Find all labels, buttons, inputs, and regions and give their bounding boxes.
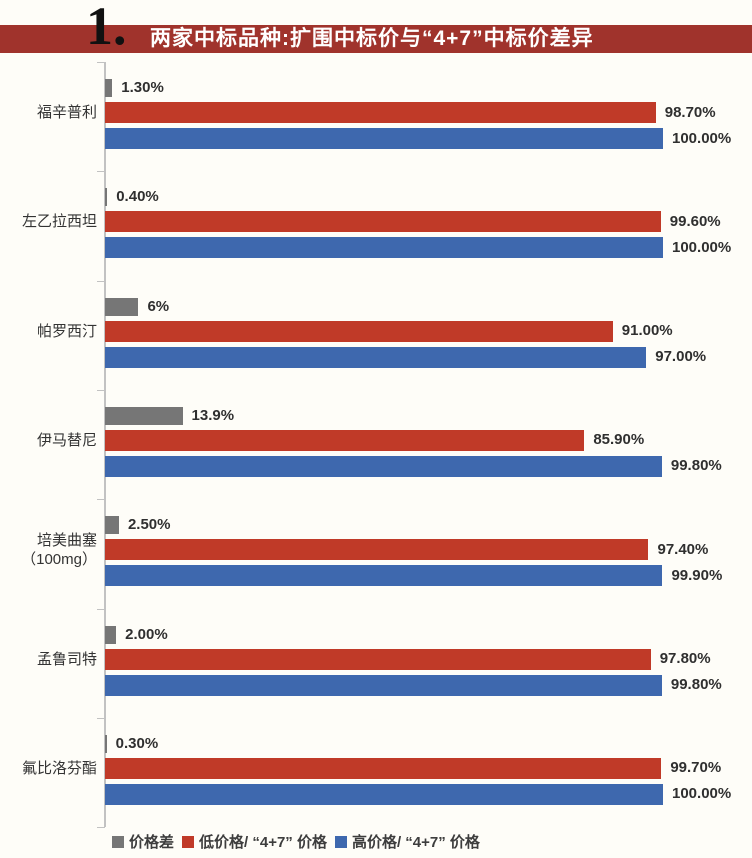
low-price-bar: [105, 102, 656, 123]
high-price-bar: [105, 128, 663, 149]
bar-value-label: 100.00%: [672, 785, 732, 803]
section-number: 1.: [86, 0, 127, 56]
axis-tick: [97, 280, 105, 282]
high-price-bar: [105, 783, 663, 805]
axis-tick: [97, 389, 105, 391]
title-banner: [0, 25, 752, 53]
category-label: 福辛普利: [36, 104, 97, 121]
low-price-bar: [105, 429, 585, 451]
bar-value-label: 2.50%: [127, 516, 171, 534]
bar-group: 福辛普利 1.30% 98.70% 100.00%: [0, 62, 752, 171]
low-price-bar: [105, 757, 662, 779]
bar-group: 帕罗西汀 6% 91.00% 97.00%: [0, 281, 752, 390]
bar-value-label: 97.80%: [659, 650, 711, 667]
diff-bar: [105, 734, 107, 753]
legend-label: 低价格/ “4+7” 价格: [199, 834, 327, 851]
legend-item-diff-bar: 价格差: [112, 831, 174, 852]
axis-tick: [97, 717, 105, 719]
bar-value-label: 97.40%: [657, 540, 709, 558]
low-price-bar: [105, 320, 613, 342]
legend-swatch-icon: [112, 835, 124, 848]
bar-value-label: 1.30%: [121, 79, 164, 96]
legend-item-low-price-bar: 低价格/ “4+7” 价格: [182, 831, 327, 852]
category-label: 培美曲塞 （100mg）: [21, 531, 97, 568]
diff-bar: [105, 516, 119, 535]
diff-bar: [105, 79, 113, 97]
bar-value-label: 6%: [147, 297, 170, 315]
low-price-bar: [105, 211, 661, 233]
legend-swatch-icon: [182, 835, 195, 848]
bar-group: 左乙拉西坦 0.40% 99.60% 100.00%: [0, 171, 752, 280]
diff-bar: [105, 297, 139, 316]
bar-value-label: 100.00%: [672, 238, 732, 256]
bar-value-label: 99.90%: [671, 566, 723, 584]
low-price-bar: [105, 648, 651, 670]
category-label: 左乙拉西坦: [21, 213, 97, 231]
bar-value-label: 2.00%: [125, 625, 168, 643]
bar-group: 培美曲塞 （100mg） 2.50% 97.40% 99.90%: [0, 499, 752, 608]
high-price-bar: [105, 455, 662, 477]
bar-value-label: 0.40%: [116, 188, 159, 206]
bar-value-label: 99.70%: [670, 759, 722, 777]
axis-tick: [97, 608, 105, 610]
legend-item-high-price-bar: 高价格/ “4+7” 价格: [334, 831, 480, 852]
chart-legend: 价格差 低价格/ “4+7” 价格 高价格/ “4+7” 价格: [112, 831, 480, 852]
axis-tick: [97, 171, 105, 173]
bar-value-label: 85.90%: [593, 431, 645, 449]
bar-value-label: 99.60%: [669, 212, 721, 230]
axis-tick: [97, 827, 105, 829]
bar-value-label: 0.30%: [115, 734, 159, 752]
axis-tick: [97, 499, 105, 501]
diff-bar: [105, 625, 117, 644]
legend-label: 高价格/ “4+7” 价格: [351, 834, 480, 851]
bar-group: 伊马替尼 13.9% 85.90% 99.80%: [0, 390, 752, 499]
legend-swatch-icon: [334, 835, 347, 848]
high-price-bar: [105, 237, 663, 259]
bar-group: 氟比洛芬酯 0.30% 99.70% 100.00%: [0, 718, 752, 827]
bar-value-label: 98.70%: [664, 103, 716, 121]
bar-value-label: 13.9%: [191, 406, 235, 424]
bar-value-label: 91.00%: [621, 322, 673, 340]
axis-tick: [97, 62, 105, 63]
bar-value-label: 97.00%: [655, 348, 707, 366]
bar-value-label: 100.00%: [672, 129, 732, 147]
bar-value-label: 99.80%: [670, 676, 722, 693]
low-price-bar: [105, 539, 649, 561]
chart-title: 两家中标品种:扩围中标价与“4+7”中标价差异: [150, 27, 594, 50]
category-label: 帕罗西汀: [36, 322, 97, 340]
category-label: 氟比洛芬酯: [21, 759, 97, 777]
diff-bar: [105, 188, 108, 207]
bar-value-label: 99.80%: [670, 457, 722, 475]
high-price-bar: [105, 346, 647, 368]
diff-bar: [105, 406, 183, 425]
bar-group: 孟鲁司特 2.00% 97.80% 99.80%: [0, 609, 752, 718]
category-label: 伊马替尼: [36, 431, 97, 449]
high-price-bar: [105, 674, 662, 696]
category-label: 孟鲁司特: [36, 650, 97, 668]
legend-label: 价格差: [129, 834, 175, 851]
high-price-bar: [105, 565, 663, 587]
